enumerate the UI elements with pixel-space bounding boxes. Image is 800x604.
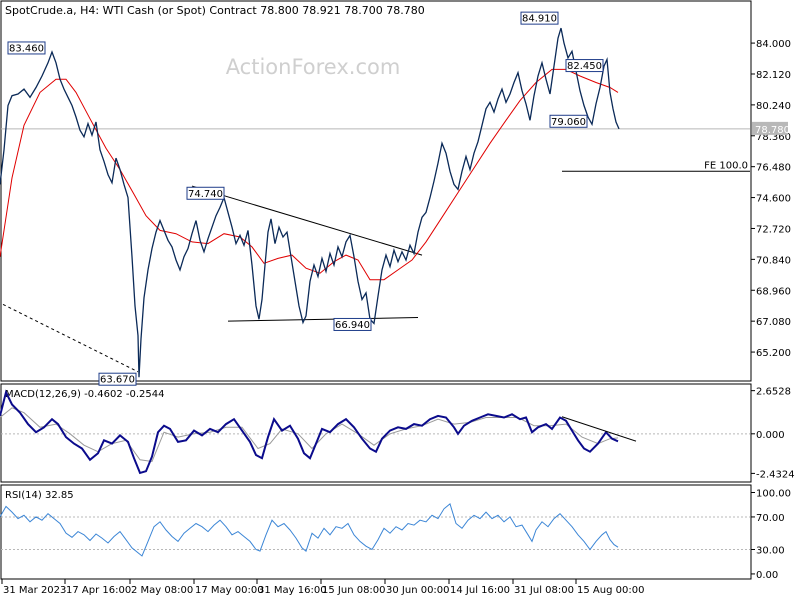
price-trendline — [191, 185, 423, 256]
rsi-label: RSI(14) 32.85 — [5, 490, 74, 501]
rsi-axis-tick-label: 100.00 — [756, 489, 791, 500]
price-axis-tick-label: 80.240 — [756, 101, 791, 112]
price-annotation-label: 66.940 — [335, 320, 370, 331]
rsi-axis-tick-label: 70.00 — [756, 513, 785, 524]
moving-average-line — [0, 68, 619, 281]
price-axis-tick-label: 72.720 — [756, 224, 791, 235]
macd-line — [0, 389, 619, 475]
price-annotation-box — [333, 317, 372, 331]
price-axis-tick-label: 67.080 — [756, 317, 791, 328]
macd-axis-tick-label: 0.000 — [756, 430, 785, 441]
price-axis-tick-label: 84.000 — [756, 39, 791, 50]
macd-trendline — [561, 416, 637, 442]
price-annotation-label: 74.740 — [188, 189, 223, 200]
x-axis-tick-label: 17 May 00:00 — [195, 585, 264, 596]
plot-layer: FE 100.0 83.460 63.670 74.740 66.940 84.910 82… — [0, 11, 795, 596]
price-axis-tick-label: 68.960 — [756, 286, 791, 297]
macd-label: MACD(12,26,9) -0.4602 -0.2544 — [5, 389, 165, 400]
price-annotation-box — [520, 11, 559, 25]
x-axis-tick-label: 17 Apr 16:00 — [66, 585, 131, 596]
price-trendline — [2, 303, 139, 373]
price-axis-tick-label: 70.840 — [756, 255, 791, 266]
rsi-axis-tick-label: 30.00 — [756, 546, 785, 557]
price-annotation-box — [98, 372, 137, 386]
fe-level-label: FE 100.0 — [704, 160, 748, 171]
rsi-panel — [0, 484, 752, 580]
rsi-line — [0, 503, 619, 557]
x-axis-tick-label: 15 Aug 00:00 — [577, 585, 644, 596]
price-annotation-box — [186, 186, 225, 200]
price-annotation-box — [7, 41, 46, 55]
watermark: ActionForex.com — [226, 55, 401, 79]
x-axis-tick-label: 31 Jul 08:00 — [514, 585, 574, 596]
price-line — [0, 27, 620, 378]
x-axis-tick-label: 30 Jun 00:00 — [386, 585, 450, 596]
price-annotation-box — [549, 114, 588, 128]
price-annotation-label: 79.060 — [551, 117, 586, 128]
price-annotation-label: 84.910 — [522, 14, 557, 25]
price-annotation-box — [565, 59, 604, 73]
x-axis-tick-label: 15 Jun 08:00 — [322, 585, 386, 596]
current-price-tag-label: 78.780 — [755, 125, 790, 136]
macd-axis-tick-label: -2.4324 — [756, 469, 795, 480]
current-price-tag — [752, 121, 788, 135]
price-axis-tick-label: 74.600 — [756, 194, 791, 205]
macd-panel — [0, 383, 752, 483]
x-axis-tick-label: 31 May 16:00 — [258, 585, 327, 596]
symbol-header: SpotCrude.a, H4: WTI Cash (or Spot) Cont… — [5, 4, 425, 17]
price-trendline — [227, 317, 419, 322]
price-annotation-label: 82.450 — [567, 61, 602, 72]
x-axis-tick-label: 31 Mar 2023 — [3, 585, 66, 596]
price-annotation-label: 83.460 — [9, 43, 44, 54]
price-axis-tick-label: 82.120 — [756, 70, 791, 81]
price-axis-tick-label: 78.360 — [756, 132, 791, 143]
rsi-axis-tick-label: 0.00 — [756, 570, 778, 581]
price-axis-tick-label: 65.200 — [756, 348, 791, 359]
x-axis-tick-label: 14 Jul 16:00 — [450, 585, 510, 596]
macd-axis-tick-label: 2.6528 — [756, 387, 791, 398]
x-axis-tick-label: 2 May 08:00 — [131, 585, 193, 596]
price-annotation-label: 63.670 — [100, 375, 135, 386]
price-axis-tick-label: 76.480 — [756, 163, 791, 174]
